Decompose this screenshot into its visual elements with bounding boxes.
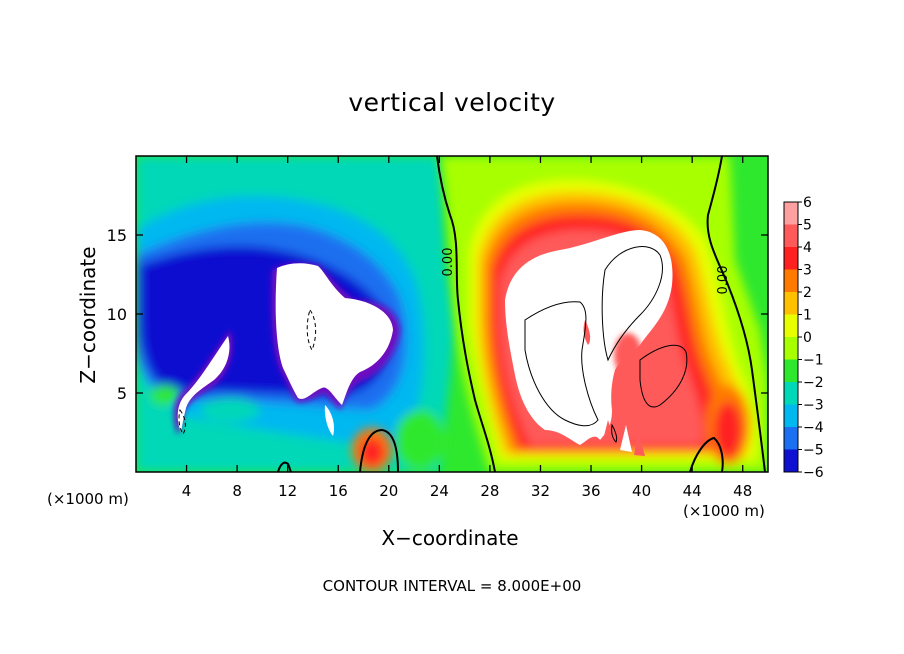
contour-cell-b	[689, 436, 724, 472]
colorbar-swatch	[784, 202, 798, 225]
colorbar-label: −3	[803, 398, 824, 414]
colorbar-label: 4	[803, 240, 812, 256]
left-deep-region	[145, 285, 220, 360]
x-tick-label: 24	[430, 482, 449, 500]
x-unit-label-left: (×1000 m)	[47, 490, 129, 508]
x-tick-label: 28	[480, 482, 499, 500]
colorbar-label: 5	[803, 218, 812, 234]
colorbar-swatch	[784, 224, 798, 247]
left-white-drip	[324, 405, 335, 436]
left-cyan-patch	[200, 398, 260, 422]
inner-contour-3	[639, 344, 688, 408]
colorbar-label: −2	[803, 375, 824, 391]
x-tick-label: 8	[232, 482, 242, 500]
colorbar-label: 1	[803, 308, 812, 324]
y-axis-label: Z−coordinate	[76, 246, 100, 384]
zero-contour-left	[436, 156, 496, 472]
colorbar-label: 3	[803, 263, 812, 279]
right-spike-1	[603, 420, 614, 440]
left-green-patch	[150, 385, 180, 405]
x-tick-label: 44	[683, 482, 702, 500]
x-tick-label: 48	[733, 482, 752, 500]
colorbar-swatch	[784, 449, 798, 472]
contour-interval-note: CONTOUR INTERVAL = 8.000E+00	[322, 577, 582, 595]
inner-contour-1	[524, 301, 599, 427]
colorbar-swatch	[784, 314, 798, 337]
colorbar-swatch	[784, 337, 798, 360]
x-tick-label: 36	[581, 482, 600, 500]
colorbar-swatch	[784, 404, 798, 427]
zero-contour-right	[706, 156, 766, 472]
x-tick-label: 12	[278, 482, 297, 500]
chart-title: vertical velocity	[348, 88, 556, 117]
dashed-contour-1	[306, 308, 317, 352]
colorbar-swatch	[784, 427, 798, 450]
inner-contour-4	[611, 423, 618, 443]
left-white-core	[275, 263, 393, 405]
colorbar-label: −1	[803, 353, 824, 369]
inner-contour-2	[601, 246, 663, 362]
x-tick-label: 4	[182, 482, 192, 500]
x-tick-label: 20	[379, 482, 398, 500]
x-axis-label: X−coordinate	[381, 526, 519, 550]
dashed-contour-2	[178, 408, 186, 435]
x-tick-label: 40	[632, 482, 651, 500]
y-tick-label: 5	[117, 384, 127, 403]
left-green-patch-2	[395, 410, 445, 470]
colorbar-swatch	[784, 292, 798, 315]
colorbar: 6 5 4 3 2 1 0 −1 −2 −3 −4 −5 −6	[783, 195, 824, 481]
x-unit-label-right: (×1000 m)	[683, 502, 765, 520]
right-pink-spot	[614, 333, 642, 377]
colorbar-swatch	[784, 247, 798, 270]
x-tick-label: 16	[329, 482, 348, 500]
colorbar-swatch	[784, 359, 798, 382]
left-white-streak	[177, 336, 230, 432]
colorbar-label: −4	[803, 420, 824, 436]
right-edge-warm-core	[714, 402, 742, 458]
colorbar-swatch	[784, 382, 798, 405]
colorbar-label: 0	[803, 330, 812, 346]
heatmap-field: 0.00 0.00	[136, 156, 768, 472]
y-tick-label: 10	[107, 305, 127, 324]
y-tick-label: 15	[107, 226, 127, 245]
contour-cell-c	[277, 461, 292, 472]
colorbar-label: −6	[803, 465, 824, 481]
right-spike-3	[634, 432, 645, 456]
contour-label: 0.00	[716, 266, 731, 295]
x-tick-label: 32	[531, 482, 550, 500]
colorbar-swatch	[784, 269, 798, 292]
colorbar-label: −5	[803, 443, 824, 459]
colorbar-label: 6	[803, 195, 812, 211]
colorbar-label: 2	[803, 285, 812, 301]
contour-cell-a	[359, 428, 399, 472]
right-spike-2	[620, 425, 632, 452]
contour-label: 0.00	[441, 248, 456, 277]
